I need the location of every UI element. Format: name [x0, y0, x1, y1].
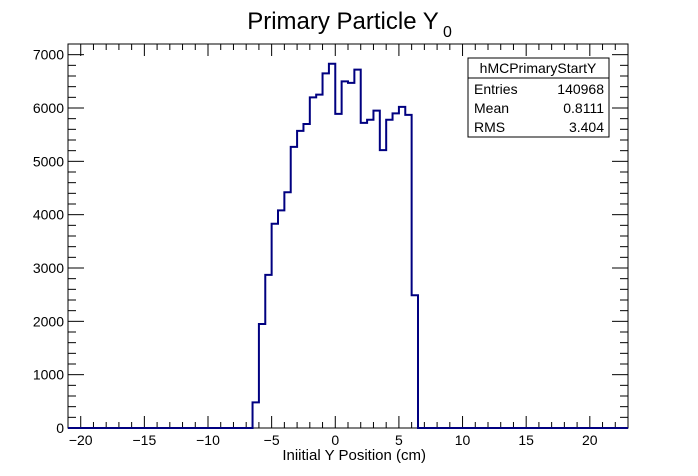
x-tick-label: 15: [518, 432, 534, 448]
x-tick-label: 0: [331, 432, 339, 448]
stats-entries-label: Entries: [474, 81, 518, 97]
y-tick-label: 0: [56, 420, 64, 436]
x-tick-label: 20: [582, 432, 598, 448]
x-tick-label: −20: [69, 432, 93, 448]
x-tick-label: −10: [196, 432, 220, 448]
y-tick-label: 7000: [33, 47, 64, 63]
x-tick-label: −5: [264, 432, 280, 448]
stats-box: hMCPrimaryStartY Entries 140968 Mean 0.8…: [467, 57, 610, 138]
y-tick-label: 2000: [33, 313, 64, 329]
y-tick-label: 4000: [33, 207, 64, 223]
x-tick-label: 10: [455, 432, 471, 448]
stats-box-frame: [467, 57, 610, 138]
chart-title: Primary Particle Y: [247, 8, 439, 35]
chart-title-subscript: 0: [443, 24, 452, 41]
stats-mean-value: 0.8111: [563, 100, 604, 116]
y-tick-label: 5000: [33, 153, 64, 169]
x-tick-label: −15: [132, 432, 156, 448]
stats-rms-value: 3.404: [569, 119, 604, 135]
stats-histogram-name: hMCPrimaryStartY: [480, 60, 597, 76]
y-tick-label: 6000: [33, 100, 64, 116]
y-tick-label: 1000: [33, 367, 64, 383]
stats-entries-value: 140968: [557, 81, 604, 97]
stats-mean-label: Mean: [474, 100, 509, 116]
histogram-line: [68, 62, 628, 429]
y-tick-label: 3000: [33, 260, 64, 276]
x-tick-label: 5: [395, 432, 403, 448]
stats-rms-label: RMS: [474, 119, 505, 135]
x-axis-title: Iniitial Y Position (cm): [282, 447, 426, 464]
